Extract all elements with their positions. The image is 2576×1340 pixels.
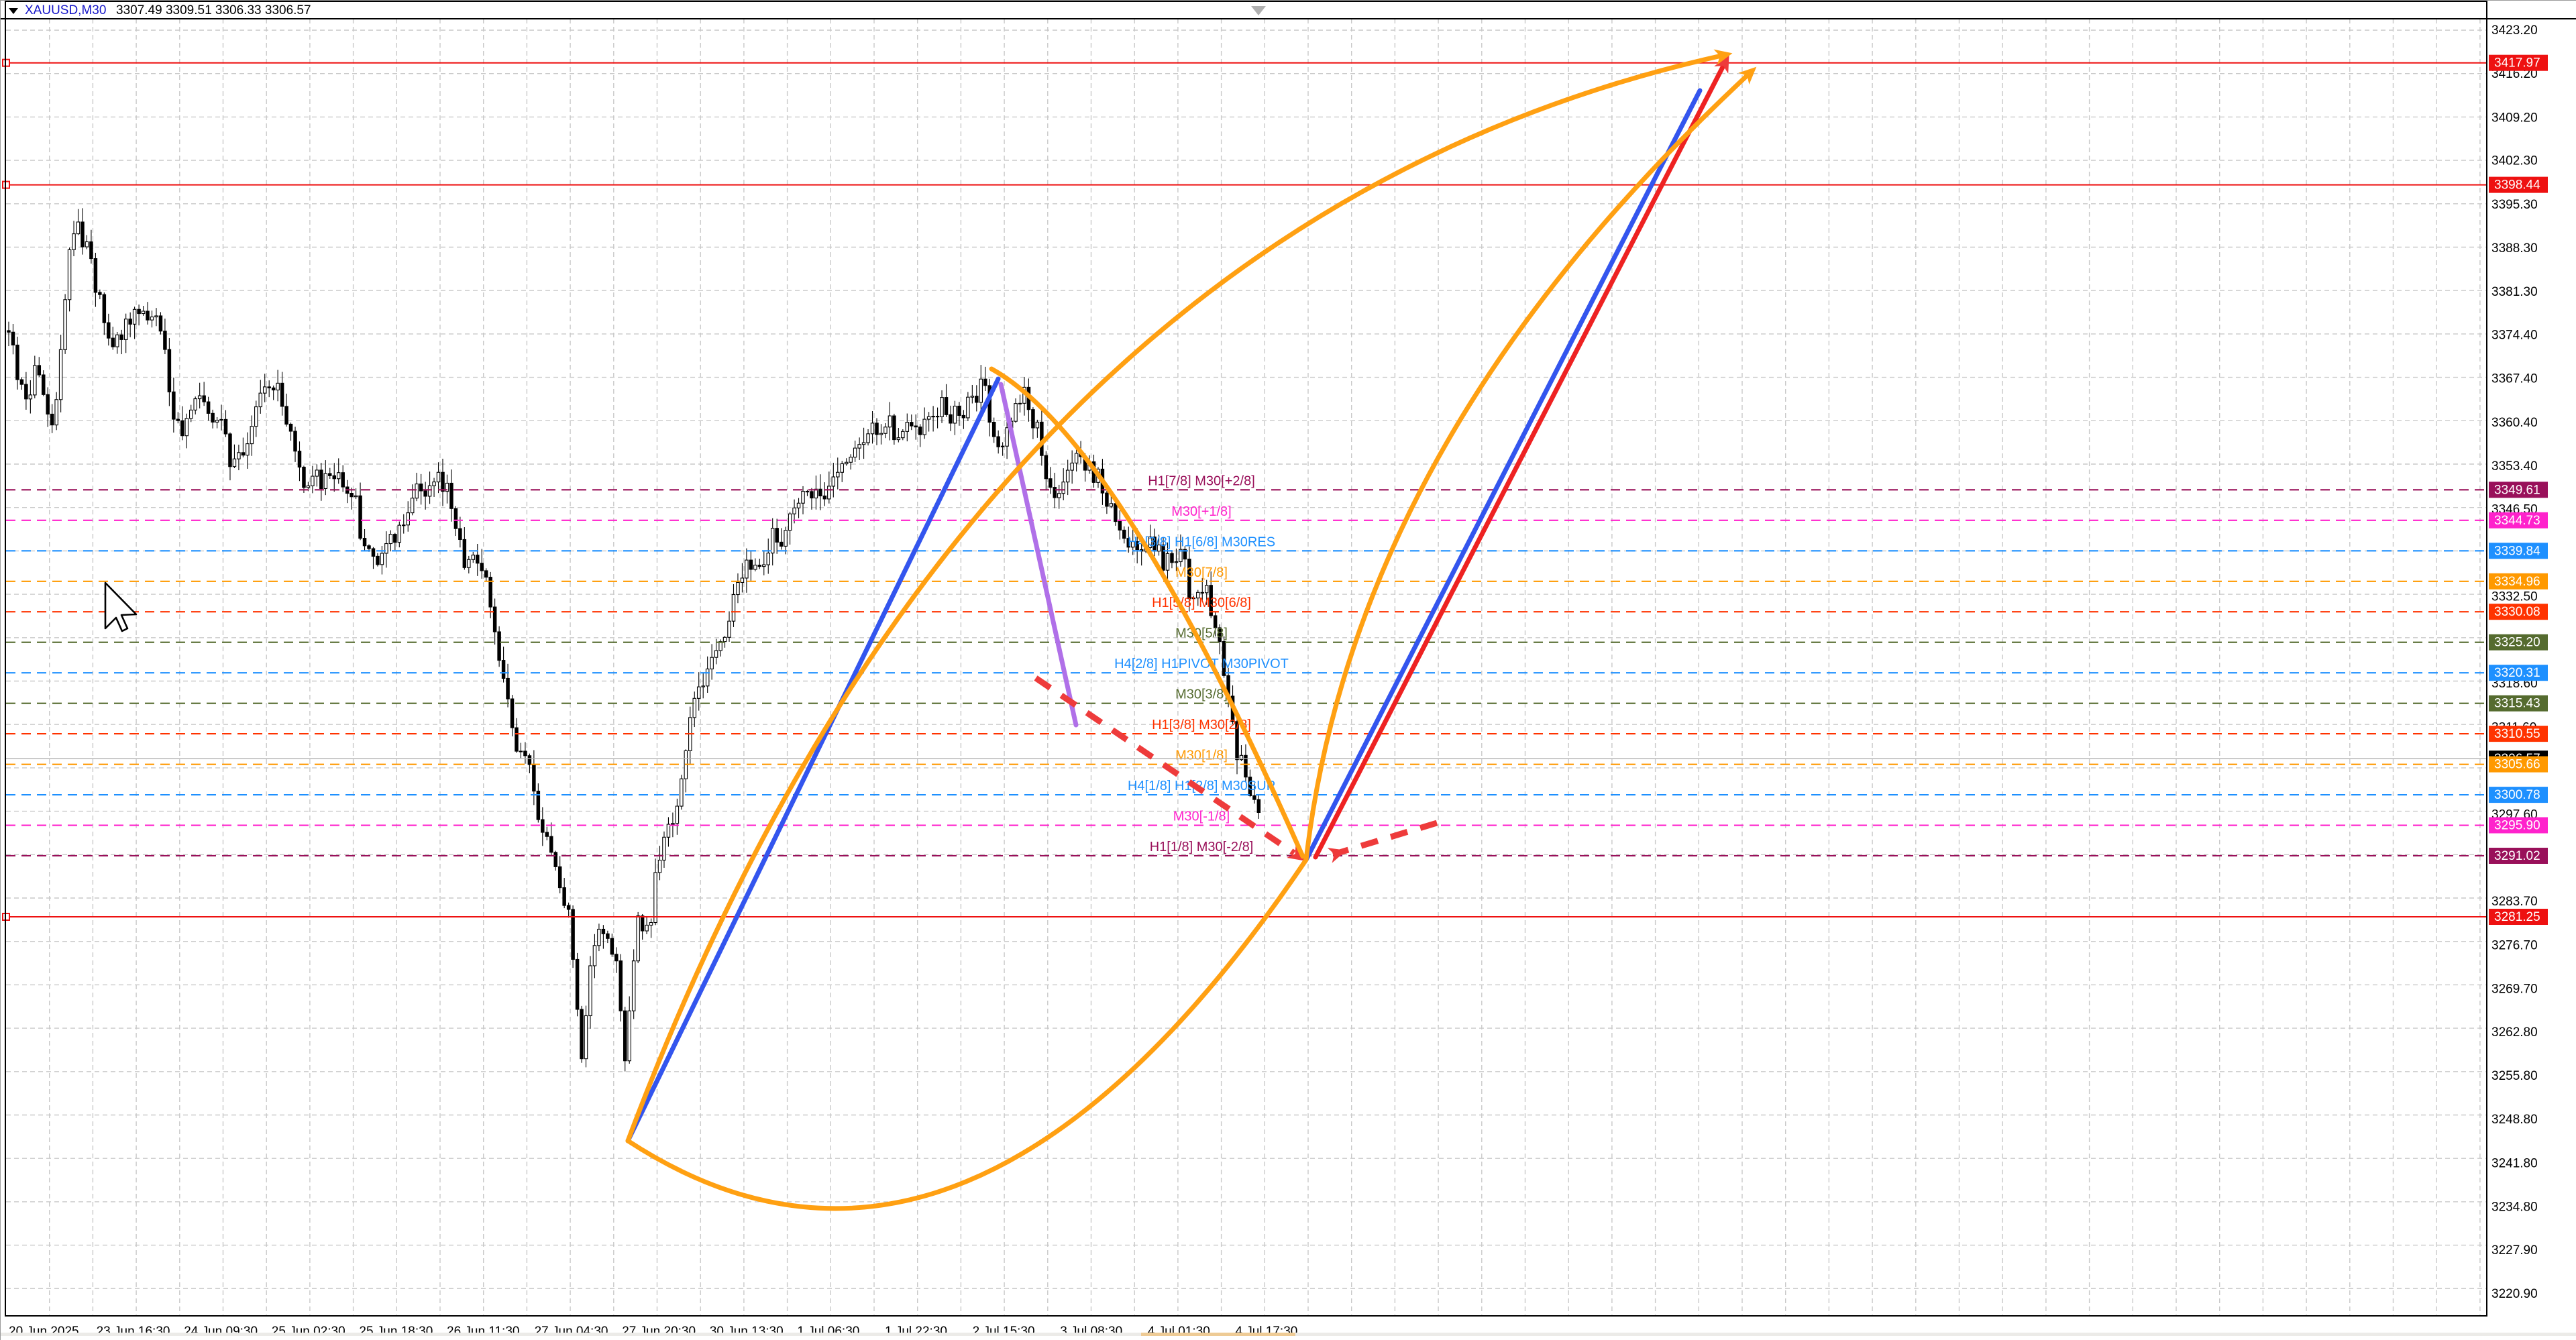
svg-text:3 Jul 08:30: 3 Jul 08:30 [1060, 1325, 1122, 1339]
svg-text:3353.40: 3353.40 [2491, 459, 2538, 473]
svg-text:3241.80: 3241.80 [2491, 1156, 2538, 1170]
svg-text:3320.31: 3320.31 [2494, 666, 2540, 680]
svg-text:2 Jul 15:30: 2 Jul 15:30 [973, 1325, 1035, 1339]
svg-text:3227.90: 3227.90 [2491, 1243, 2538, 1258]
svg-text:3349.61: 3349.61 [2494, 483, 2540, 497]
svg-text:3344.73: 3344.73 [2494, 514, 2540, 528]
svg-text:3255.80: 3255.80 [2491, 1069, 2538, 1083]
svg-text:3398.44: 3398.44 [2494, 178, 2540, 192]
svg-text:3360.40: 3360.40 [2491, 416, 2538, 430]
svg-text:1 Jul 06:30: 1 Jul 06:30 [797, 1325, 859, 1339]
svg-text:3234.80: 3234.80 [2491, 1201, 2538, 1215]
svg-text:3417.97: 3417.97 [2494, 56, 2540, 70]
svg-text:3248.80: 3248.80 [2491, 1113, 2538, 1127]
svg-text:3330.08: 3330.08 [2494, 605, 2540, 619]
svg-text:24 Jun 09:30: 24 Jun 09:30 [184, 1325, 258, 1339]
svg-text:M30[7/8]: M30[7/8] [1175, 565, 1228, 580]
svg-text:3381.30: 3381.30 [2491, 285, 2538, 299]
svg-text:3339.84: 3339.84 [2494, 544, 2540, 558]
svg-text:3395.30: 3395.30 [2491, 198, 2538, 212]
svg-text:3388.30: 3388.30 [2491, 241, 2538, 256]
svg-text:3367.40: 3367.40 [2491, 372, 2538, 386]
svg-text:25 Jun 18:30: 25 Jun 18:30 [359, 1325, 433, 1339]
svg-text:3310.55: 3310.55 [2494, 727, 2540, 741]
svg-text:3307.49 3309.51 3306.33 3306.5: 3307.49 3309.51 3306.33 3306.57 [116, 3, 311, 17]
svg-text:3220.90: 3220.90 [2491, 1287, 2538, 1301]
svg-text:3334.96: 3334.96 [2494, 575, 2540, 589]
svg-text:20 Jun 2025: 20 Jun 2025 [9, 1325, 79, 1339]
svg-text:3325.20: 3325.20 [2494, 636, 2540, 650]
svg-text:M30[5/8]: M30[5/8] [1175, 626, 1228, 641]
svg-text:3374.40: 3374.40 [2491, 329, 2538, 343]
svg-text:4 Jul 17:30: 4 Jul 17:30 [1235, 1325, 1297, 1339]
svg-text:27 Jun 04:30: 27 Jun 04:30 [535, 1325, 608, 1339]
svg-text:3332.50: 3332.50 [2491, 590, 2538, 604]
svg-text:3291.02: 3291.02 [2494, 849, 2540, 863]
svg-text:3300.78: 3300.78 [2494, 788, 2540, 802]
svg-text:H1[1/8] M30[-2/8]: H1[1/8] M30[-2/8] [1150, 840, 1254, 854]
svg-text:1 Jul 22:30: 1 Jul 22:30 [885, 1325, 947, 1339]
svg-text:H1[7/8] M30[+2/8]: H1[7/8] M30[+2/8] [1148, 473, 1255, 488]
svg-text:26 Jun 11:30: 26 Jun 11:30 [447, 1325, 519, 1339]
svg-text:27 Jun 20:30: 27 Jun 20:30 [622, 1325, 696, 1339]
svg-text:M30[-1/8]: M30[-1/8] [1173, 809, 1230, 824]
svg-text:3423.20: 3423.20 [2491, 23, 2538, 38]
svg-text:3295.90: 3295.90 [2494, 819, 2540, 833]
svg-text:4 Jul 01:30: 4 Jul 01:30 [1148, 1325, 1210, 1339]
svg-text:3402.30: 3402.30 [2491, 154, 2538, 168]
svg-text:30 Jun 13:30: 30 Jun 13:30 [710, 1325, 784, 1339]
svg-text:25 Jun 02:30: 25 Jun 02:30 [272, 1325, 345, 1339]
svg-text:H4[2/8] H1PIVOT M30PIVOT: H4[2/8] H1PIVOT M30PIVOT [1114, 657, 1289, 671]
svg-text:XAUUSD,M30: XAUUSD,M30 [25, 3, 106, 17]
svg-text:M30[1/8]: M30[1/8] [1175, 748, 1228, 763]
svg-text:M30[3/8]: M30[3/8] [1175, 687, 1228, 702]
svg-text:3315.43: 3315.43 [2494, 697, 2540, 711]
svg-text:23 Jun 16:30: 23 Jun 16:30 [97, 1325, 170, 1339]
svg-text:3305.66: 3305.66 [2494, 758, 2540, 772]
svg-text:H1[5/8] M30[6/8]: H1[5/8] M30[6/8] [1152, 596, 1251, 610]
svg-text:3283.70: 3283.70 [2491, 895, 2538, 909]
svg-text:H1[3/8] M30[2/8]: H1[3/8] M30[2/8] [1152, 718, 1251, 732]
svg-text:3409.20: 3409.20 [2491, 111, 2538, 125]
svg-text:H4[3/8] H1[6/8] M30RES: H4[3/8] H1[6/8] M30RES [1128, 535, 1275, 549]
svg-text:3281.25: 3281.25 [2494, 910, 2540, 924]
svg-text:3262.80: 3262.80 [2491, 1025, 2538, 1040]
svg-text:3269.70: 3269.70 [2491, 983, 2538, 997]
svg-text:3276.70: 3276.70 [2491, 938, 2538, 952]
svg-text:M30[+1/8]: M30[+1/8] [1171, 504, 1232, 519]
